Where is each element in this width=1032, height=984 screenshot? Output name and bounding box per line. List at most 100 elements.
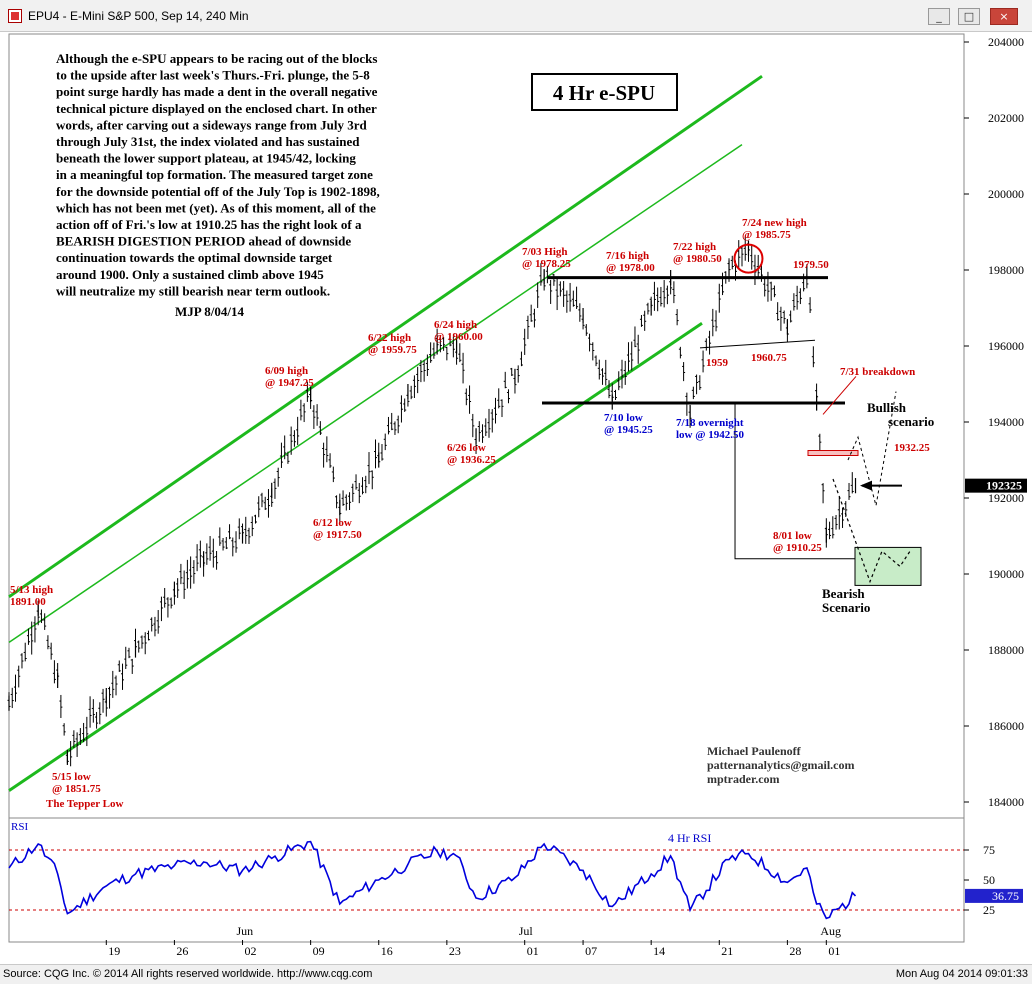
y-tick-label: 190000 <box>988 567 1024 581</box>
minimize-button[interactable]: _ <box>928 8 950 25</box>
month-label: Aug <box>820 924 841 938</box>
y-tick-label: 200000 <box>988 187 1024 201</box>
commentary-line: continuation towards the optimal downsid… <box>56 250 333 265</box>
rsi-last-label: 36.75 <box>992 889 1019 903</box>
last-price-label: 192325 <box>986 479 1022 493</box>
bearish-path <box>832 478 911 584</box>
annotation-label: 1932.25 <box>894 442 930 454</box>
support-resistance-lines <box>542 276 845 405</box>
x-tick-label: 16 <box>381 944 393 958</box>
rsi-tick-label: 25 <box>983 903 995 917</box>
rsi-tick-label: 75 <box>983 843 995 857</box>
rsi-panel-label: RSI <box>11 821 28 833</box>
annotation-label: 6/22 high <box>368 332 411 344</box>
credit-line: Michael Paulenoff <box>707 744 802 758</box>
y-tick-label: 188000 <box>988 643 1024 657</box>
x-tick-label: 23 <box>449 944 461 958</box>
annotation-label: @ 1959.75 <box>368 344 417 356</box>
annotation-label: 1959 <box>706 357 729 369</box>
annotation-label: @ 1910.25 <box>773 542 822 554</box>
annotation-label: 5/13 high <box>10 584 53 596</box>
x-tick-label: 19 <box>108 944 120 958</box>
annotation-label: 6/12 low <box>313 517 352 529</box>
annotation-label: Bullish <box>867 400 907 415</box>
annotation-label: scenario <box>888 414 934 429</box>
commentary-line: Although the e-SPU appears to be racing … <box>56 51 377 66</box>
y-tick-label: 202000 <box>988 111 1024 125</box>
rsi-panel: 25 50 75 RSI 4 Hr RSI 36.75 <box>8 821 1023 920</box>
annotation-label: 7/24 new high <box>742 217 807 229</box>
annotation-label: 7/31 breakdown <box>840 366 915 378</box>
month-label: Jul <box>519 924 534 938</box>
credit-line: patternanalytics@gmail.com <box>707 758 854 772</box>
annotation-label: @ 1947.25 <box>265 377 314 389</box>
annotation-label: 5/15 low <box>52 771 91 783</box>
commentary-line: in a meaningful top formation. The measu… <box>56 167 373 182</box>
neckline <box>699 339 816 349</box>
annotation-label: Bearish <box>822 586 865 601</box>
annotation-label: low @ 1942.50 <box>676 429 744 441</box>
last-price-box <box>965 478 1027 493</box>
y-tick-label: 186000 <box>988 719 1024 733</box>
annotation-label: 1960.75 <box>751 352 787 364</box>
commentary-line: BEARISH DIGESTION PERIOD ahead of downsi… <box>56 234 351 249</box>
y-tick-label: 198000 <box>988 263 1024 277</box>
rsi-title: 4 Hr RSI <box>668 831 711 845</box>
scenario-overlays <box>733 243 922 586</box>
credit-line: mptrader.com <box>707 772 780 786</box>
annotation-label: @ 1945.25 <box>604 424 653 436</box>
annotation-label: @ 1917.50 <box>313 529 362 541</box>
annotation-label: @ 1980.50 <box>673 253 722 265</box>
title-bar: EPU4 - E-Mini S&P 500, Sep 14, 240 Min _… <box>0 0 1032 32</box>
annotation-label: @ 1851.75 <box>52 783 101 795</box>
commentary-text: Although the e-SPU appears to be racing … <box>56 51 380 319</box>
annotation-label: 7/22 high <box>673 241 716 253</box>
annotation-label: 6/09 high <box>265 365 308 377</box>
app-icon <box>8 9 22 23</box>
annotation-label: @ 1936.25 <box>447 454 496 466</box>
x-tick-label: 07 <box>585 944 597 958</box>
price-bars <box>7 236 857 767</box>
current-price-arrowhead <box>860 480 872 491</box>
annotation-label: 6/24 high <box>434 319 477 331</box>
commentary-line: to the upside after last week's Thurs.-F… <box>56 68 370 83</box>
annotation-label: @ 1960.00 <box>434 331 483 343</box>
annotation-label: @ 1978.25 <box>522 258 571 270</box>
maximize-button[interactable]: □ <box>958 8 980 25</box>
y-tick-label: 196000 <box>988 339 1024 353</box>
y-tick-label: 204000 <box>988 35 1024 49</box>
trend-channel <box>8 74 763 792</box>
chart-title-box: 4 Hr e-SPU <box>531 73 678 111</box>
x-tick-label: 09 <box>313 944 325 958</box>
commentary-line: action off of Fri.'s low at 1910.25 has … <box>56 217 362 232</box>
commentary-line: which has not been met (yet). As of this… <box>56 200 376 215</box>
x-tick-label: 01 <box>828 944 840 958</box>
x-axis: 19 26 02 09 16 23 01 07 14 21 28 01 Jun Jul Aug <box>105 924 841 958</box>
close-button[interactable]: × <box>990 8 1018 25</box>
commentary-line: words, after carving out a sideways rang… <box>56 117 368 132</box>
commentary-line: will neutralize my still bearish near te… <box>56 283 330 298</box>
annotation-label: 6/26 low <box>447 442 486 454</box>
channel-mid-line <box>8 143 743 644</box>
window-title: EPU4 - E-Mini S&P 500, Sep 14, 240 Min <box>28 9 249 23</box>
x-tick-label: 02 <box>245 944 257 958</box>
resistance-band <box>807 450 859 456</box>
chart-title: 4 Hr e-SPU <box>553 81 655 105</box>
x-tick-label: 26 <box>176 944 188 958</box>
annotation-label: @ 1985.75 <box>742 229 791 241</box>
commentary-line: around 1900. Only a sustained climb abov… <box>56 267 324 282</box>
x-tick-label: 01 <box>527 944 539 958</box>
rsi-line <box>8 840 857 920</box>
annotation-label: 7/10 low <box>604 412 643 424</box>
new-high-circle <box>733 243 764 274</box>
x-tick-label: 28 <box>789 944 801 958</box>
signature: MJP 8/04/14 <box>175 304 244 319</box>
y-axis: 184000 186000 188000 190000 192000 194000 1960… <box>964 35 1027 809</box>
commentary-line: for the downside potential off of the Ju… <box>56 184 380 199</box>
y-tick-label: 194000 <box>988 415 1024 429</box>
rsi-last-box <box>965 888 1023 903</box>
rsi-tick-label: 50 <box>983 873 995 887</box>
target-bracket <box>734 403 855 560</box>
